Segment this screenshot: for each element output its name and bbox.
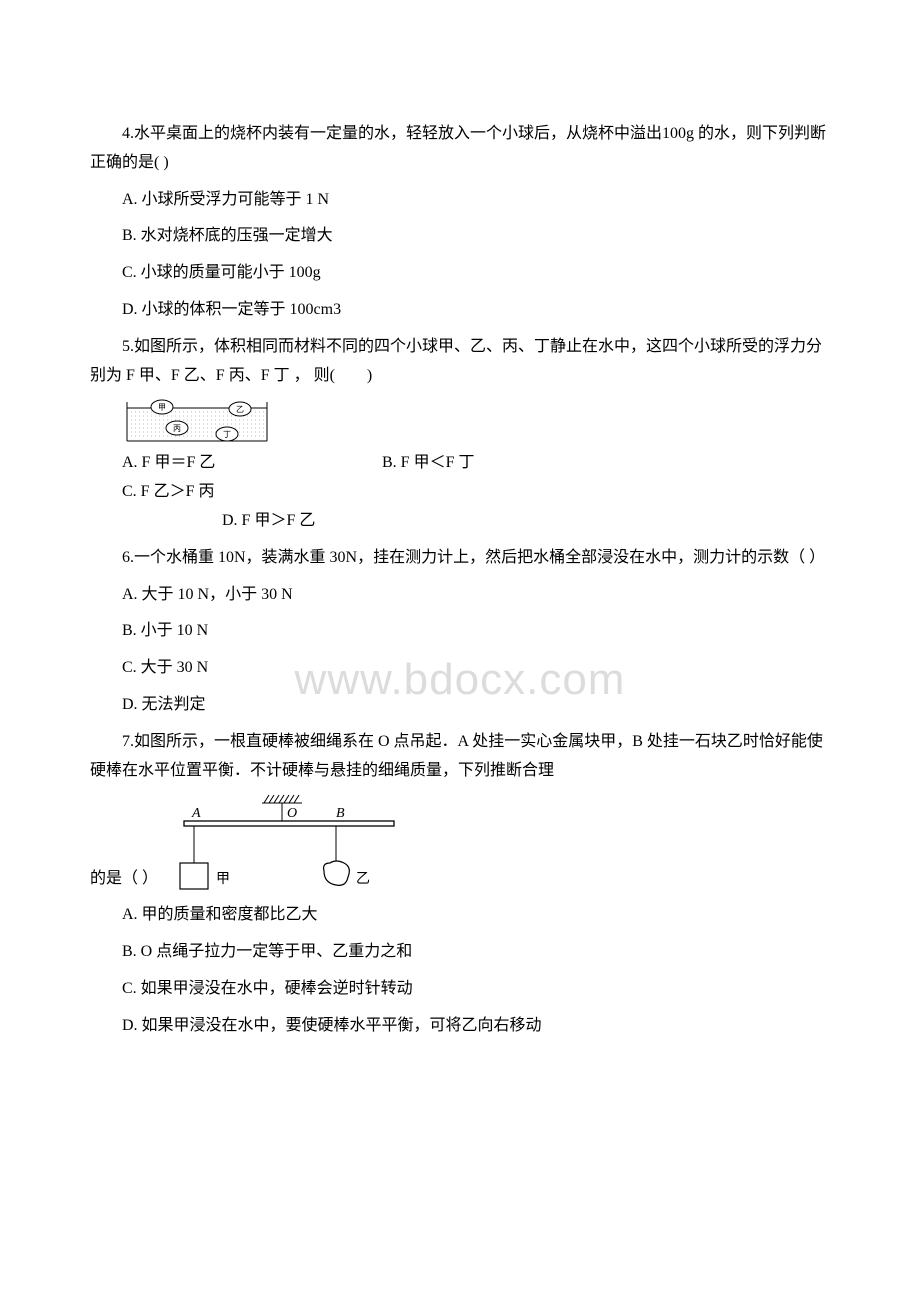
q7-option-b: B. O 点绳子拉力一定等于甲、乙重力之和 — [90, 938, 830, 967]
q5-figure: 甲 乙 丙 丁 — [122, 398, 272, 443]
q6-option-a: A. 大于 10 N，小于 30 N — [90, 581, 830, 610]
q5-stem: 5.如图所示，体积相同而材料不同的四个小球甲、乙、丙、丁静止在水中，这四个小球所… — [90, 333, 830, 391]
q5-options: A. F 甲＝F 乙 B. F 甲＜F 丁 C. F 乙＞F 丙 D. F 甲＞… — [122, 449, 830, 535]
q5-label-ding: 丁 — [223, 430, 231, 439]
document-content: 4.水平桌面上的烧杯内装有一定量的水，轻轻放入一个小球后，从烧杯中溢出100g … — [90, 120, 830, 1041]
q6-option-b: B. 小于 10 N — [90, 617, 830, 646]
q7-label-O: O — [287, 806, 297, 821]
q7-option-d: D. 如果甲浸没在水中，要使硬棒水平平衡，可将乙向右移动 — [90, 1012, 830, 1041]
q6-option-c: C. 大于 30 N — [90, 654, 830, 683]
q5-option-a: A. F 甲＝F 乙 — [122, 449, 382, 478]
q5-option-b: B. F 甲＜F 丁 — [382, 449, 642, 478]
q7-label-jia: 甲 — [216, 872, 230, 887]
q7-label-yi: 乙 — [356, 871, 370, 887]
q4-stem: 4.水平桌面上的烧杯内装有一定量的水，轻轻放入一个小球后，从烧杯中溢出100g … — [90, 120, 830, 178]
q7-option-c: C. 如果甲浸没在水中，硬棒会逆时针转动 — [90, 975, 830, 1004]
q5-option-d: D. F 甲＞F 乙 — [122, 507, 830, 536]
q5-option-c: C. F 乙＞F 丙 — [122, 478, 322, 507]
q4-option-c: C. 小球的质量可能小于 100g — [90, 259, 830, 288]
q7-label-B: B — [336, 806, 345, 821]
q5-label-bing: 丙 — [173, 424, 181, 433]
q4-option-b: B. 水对烧杯底的压强一定增大 — [90, 222, 830, 251]
q7-option-a: A. 甲的质量和密度都比乙大 — [90, 901, 830, 930]
q7-label-A: A — [191, 806, 201, 821]
q4-option-d: D. 小球的体积一定等于 100cm3 — [90, 296, 830, 325]
q6-stem: 6.一个水桶重 10N，装满水重 30N，挂在测力计上，然后把水桶全部浸没在水中… — [90, 544, 830, 573]
q7-stem-tail: 的是（ ） — [90, 865, 158, 894]
q6-option-d: D. 无法判定 — [90, 691, 830, 720]
q7-stem: 7.如图所示，一根直硬棒被细绳系在 O 点吊起．A 处挂一实心金属块甲，B 处挂… — [90, 728, 830, 786]
q4-option-a: A. 小球所受浮力可能等于 1 N — [90, 186, 830, 215]
q5-label-yi: 乙 — [236, 405, 244, 414]
q7-figure: A O B 甲 乙 — [164, 793, 404, 893]
q5-label-jia: 甲 — [158, 403, 166, 412]
